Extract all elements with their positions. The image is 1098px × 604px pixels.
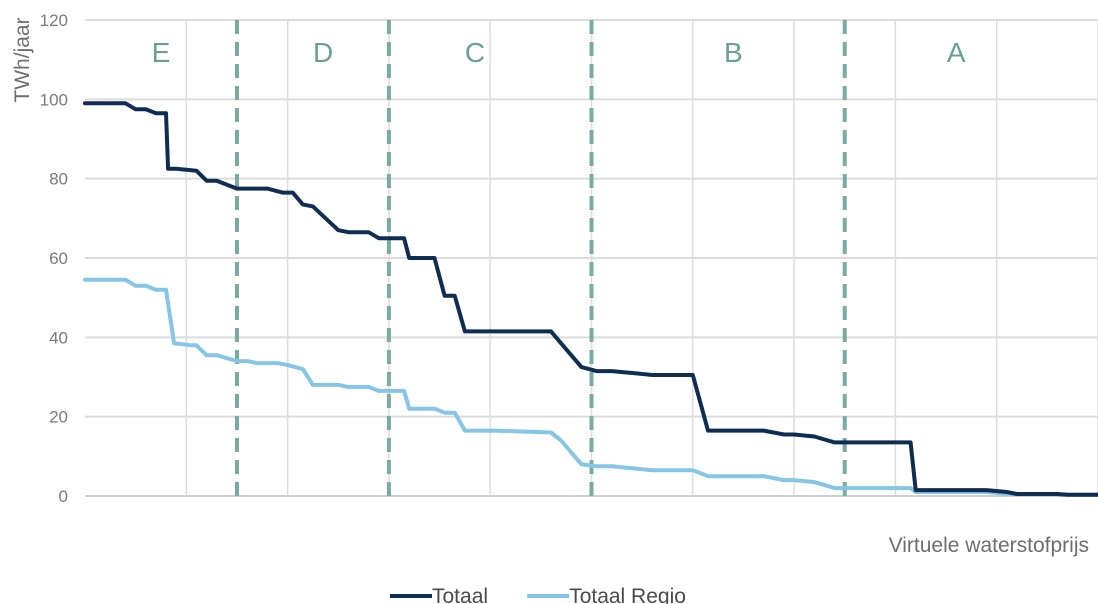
y-tick-label: 80 bbox=[49, 170, 68, 189]
zone-label-a: A bbox=[947, 37, 966, 68]
series-line-totaal bbox=[83, 101, 1098, 497]
zone-label-c: C bbox=[465, 37, 485, 68]
series-line-totaal-regio bbox=[83, 277, 1098, 497]
y-axis-title: TWh/jaar bbox=[11, 17, 34, 102]
y-tick-labels: 0 20 40 60 80 100 120 bbox=[40, 11, 68, 506]
y-tick-label: 120 bbox=[40, 11, 68, 30]
y-tick-label: 20 bbox=[49, 408, 68, 427]
zone-label-b: B bbox=[724, 37, 743, 68]
y-tick-label: 0 bbox=[59, 487, 68, 506]
x-axis-title: Virtuele waterstofprijs bbox=[889, 534, 1089, 557]
y-tick-label: 60 bbox=[49, 249, 68, 268]
zone-boundaries bbox=[234, 20, 847, 496]
zone-label-e: E bbox=[152, 37, 171, 68]
y-tick-label: 40 bbox=[49, 328, 68, 347]
legend-label-totaal-regio: Totaal Regio bbox=[569, 585, 686, 604]
legend-label-totaal: Totaal bbox=[432, 585, 488, 604]
legend: Totaal Totaal Regio bbox=[390, 585, 686, 604]
zone-label-d: D bbox=[313, 37, 333, 68]
series-layer bbox=[83, 101, 1098, 497]
y-tick-label: 100 bbox=[40, 90, 68, 109]
